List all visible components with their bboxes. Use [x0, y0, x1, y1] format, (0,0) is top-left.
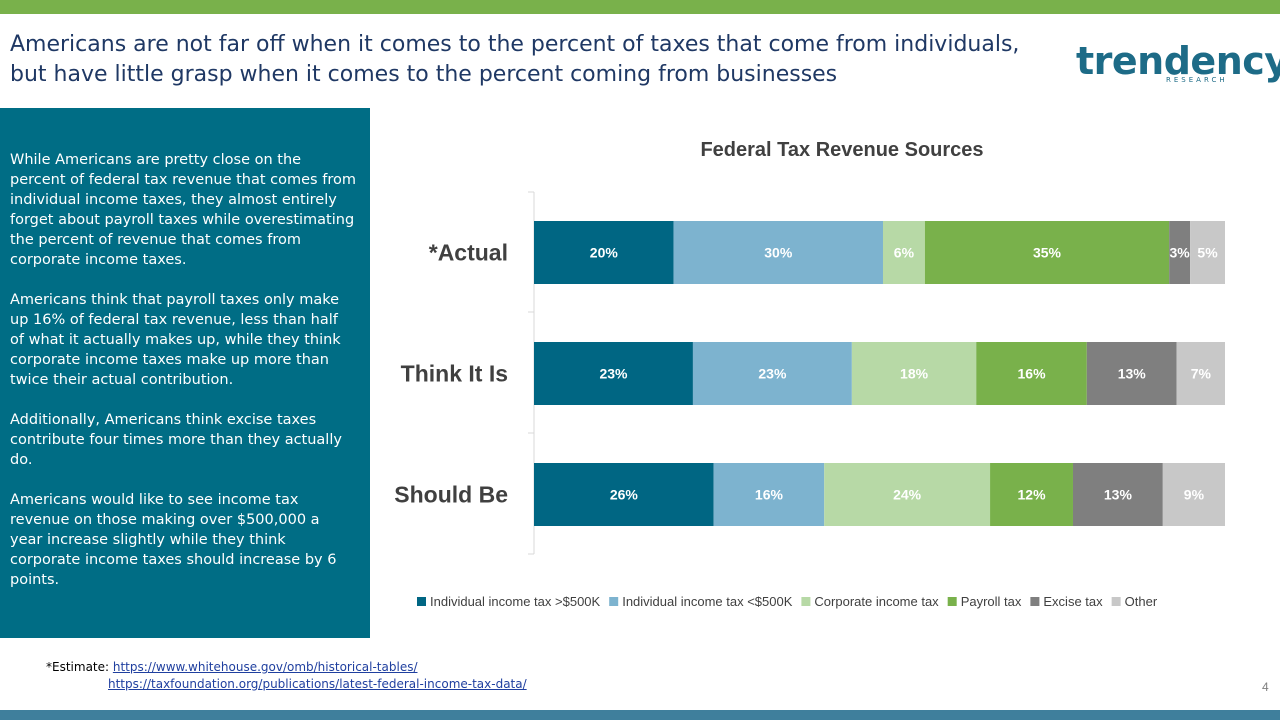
data-label: 9%: [1184, 487, 1205, 503]
top-accent-bar: [0, 0, 1280, 14]
bar-segment: [534, 221, 674, 284]
legend-label: Individual income tax <$500K: [622, 594, 793, 609]
data-label: 23%: [758, 366, 787, 382]
data-label: 6%: [894, 245, 915, 261]
legend-label: Corporate income tax: [814, 594, 939, 609]
data-label: 12%: [1018, 487, 1047, 503]
bar-segment: [824, 463, 991, 526]
legend-swatch: [1030, 597, 1040, 606]
legend-label: Other: [1125, 594, 1158, 609]
category-label: *Actual: [429, 240, 508, 266]
data-label: 20%: [590, 245, 619, 261]
legend-swatch: [1111, 597, 1121, 606]
source-link-taxfoundation[interactable]: https://taxfoundation.org/publications/l…: [108, 677, 527, 691]
bar-segment: [1169, 221, 1191, 284]
bar-segment: [990, 463, 1073, 526]
bar-segment: [673, 221, 883, 284]
bar-segment: [1162, 463, 1225, 526]
bar-segment: [851, 342, 977, 405]
insight-paragraph-3: Additionally, Americans think excise tax…: [10, 412, 342, 468]
bar-segment: [1086, 342, 1177, 405]
data-label: 13%: [1118, 366, 1147, 382]
bar-segment: [882, 221, 925, 284]
data-label: 26%: [610, 487, 639, 503]
legend-swatch: [417, 597, 426, 606]
insight-paragraph-1: While Americans are pretty close on the …: [10, 152, 356, 268]
bar-segment: [534, 463, 714, 526]
category-label: Think It Is: [401, 361, 508, 387]
slide-title-line-1: Americans are not far off when it comes …: [10, 32, 1020, 57]
category-label: Should Be: [394, 482, 508, 508]
bar-segment: [713, 463, 825, 526]
page-number: 4: [1262, 680, 1269, 694]
legend-swatch: [947, 597, 957, 606]
data-label: 24%: [893, 487, 922, 503]
data-label: 18%: [900, 366, 929, 382]
data-label: 16%: [1018, 366, 1047, 382]
data-label: 5%: [1197, 245, 1218, 261]
slide-title: Americans are not far off when it comes …: [10, 30, 1080, 90]
legend-label: Individual income tax >$500K: [430, 594, 601, 609]
chart-canvas: Federal Tax Revenue Sources *Actual 20% 30%…: [394, 139, 1225, 609]
insight-paragraph-2: Americans think that payroll taxes only …: [10, 292, 341, 388]
chart-title: Federal Tax Revenue Sources: [700, 139, 983, 161]
data-label: 16%: [755, 487, 784, 503]
bar-segment: [1176, 342, 1225, 405]
legend-label: Payroll tax: [961, 594, 1022, 609]
data-label: 30%: [764, 245, 793, 261]
source-link-whitehouse[interactable]: https://www.whitehouse.gov/omb/historica…: [112, 660, 418, 674]
data-label: 13%: [1104, 487, 1133, 503]
insight-paragraph-4: Americans would like to see income tax r…: [10, 492, 337, 588]
bar-segment: [1072, 463, 1163, 526]
bar-segment: [1190, 221, 1225, 284]
legend-swatch: [801, 597, 811, 606]
footnote: *Estimate: https://www.whitehouse.gov/om…: [46, 659, 527, 693]
data-label: 3%: [1170, 245, 1191, 261]
bar-segment: [534, 342, 693, 405]
slide-title-line-2: but have little grasp when it comes to t…: [10, 62, 838, 87]
bottom-accent-bar: [0, 710, 1280, 720]
data-label: 23%: [599, 366, 628, 382]
legend-swatch: [609, 597, 619, 606]
bar-segment: [692, 342, 852, 405]
bar-segment: [976, 342, 1087, 405]
logo-subtitle: RESEARCH: [1166, 76, 1228, 84]
insights-panel: While Americans are pretty close on the …: [0, 108, 370, 638]
data-label: 7%: [1191, 366, 1212, 382]
data-label: 35%: [1033, 245, 1062, 261]
legend-label: Excise tax: [1043, 594, 1103, 609]
logo-wordmark: trendency: [1076, 39, 1280, 83]
stacked-bar-chart: Federal Tax Revenue Sources *Actual 20% 30%…: [380, 120, 1280, 630]
footnote-label: *Estimate:: [46, 660, 110, 674]
bar-segment: [924, 221, 1170, 284]
trendency-logo: trendency RESEARCH: [1076, 39, 1280, 92]
